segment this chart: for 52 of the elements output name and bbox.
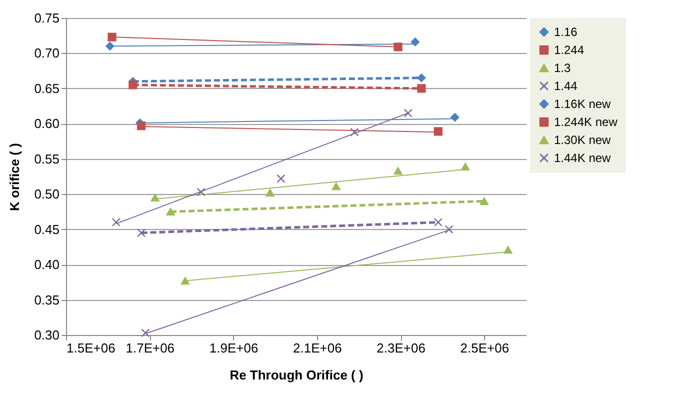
legend-label: 1.244K new	[554, 115, 618, 129]
x-tick-label: 2.1E+06	[293, 340, 342, 356]
legend-label: 1.244	[554, 43, 584, 57]
x-tick-label: 1.5E+06	[66, 340, 116, 356]
x-tick-label: 1.9E+06	[209, 340, 258, 356]
point	[196, 188, 206, 196]
y-tick-label: 0.60	[34, 116, 60, 132]
y-tick-label: 0.70	[34, 46, 60, 61]
point	[410, 38, 420, 46]
point	[444, 225, 454, 234]
x-tick-label: 2.5E+06	[460, 340, 510, 356]
x-tick-label: 2.3E+06	[376, 340, 426, 356]
point	[350, 128, 359, 136]
point	[276, 174, 286, 183]
point	[404, 108, 412, 118]
point	[106, 42, 114, 50]
point	[108, 32, 116, 42]
legend-label: 1.3	[554, 61, 572, 75]
point	[450, 113, 460, 122]
y-tick-label: 0.65	[34, 80, 60, 96]
point	[128, 80, 138, 90]
y-axis-title: K orifice ( )	[7, 143, 22, 211]
point	[112, 218, 120, 227]
y-tick-label: 0.55	[34, 151, 60, 166]
y-tick-label: 0.45	[34, 222, 60, 237]
point	[434, 127, 442, 136]
legend-label: 1.30K new	[554, 133, 612, 147]
y-tick-label: 0.50	[34, 186, 60, 202]
y-tick-label: 0.30	[34, 328, 60, 342]
point	[136, 121, 146, 130]
x-tick-label: 1.7E+06	[126, 340, 175, 356]
point	[180, 276, 190, 285]
point	[461, 162, 470, 170]
point	[136, 228, 146, 238]
point	[504, 246, 512, 254]
legend-label: 1.16	[554, 25, 578, 39]
point	[266, 188, 274, 197]
point	[394, 42, 402, 52]
point	[150, 194, 160, 202]
point	[417, 84, 426, 93]
y-tick-label: 0.75	[34, 10, 60, 26]
y-tick-label: 0.35	[34, 292, 60, 308]
y-tick-label: 0.40	[34, 257, 60, 272]
legend-label: 1.44	[554, 79, 578, 93]
point	[332, 182, 340, 190]
point	[434, 218, 442, 227]
point	[417, 74, 426, 82]
legend-label: 1.16K new	[554, 97, 612, 111]
point	[394, 167, 402, 175]
point	[141, 328, 150, 338]
x-axis-title: Re Through Orifice ( )	[230, 368, 364, 382]
legend-label: 1.44K new	[554, 151, 612, 165]
